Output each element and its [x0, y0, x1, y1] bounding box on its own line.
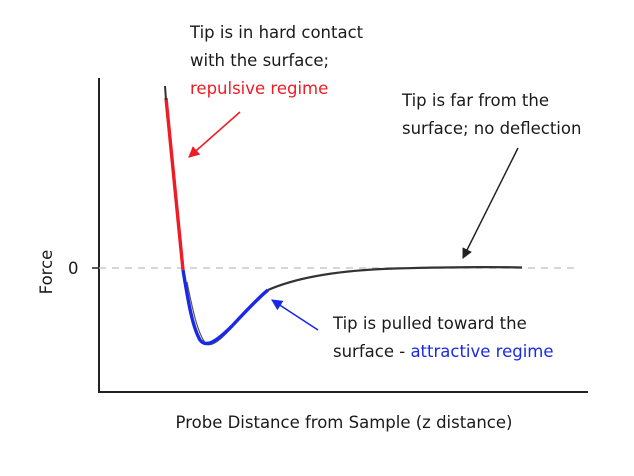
curve-far-field: [267, 266, 523, 292]
attractive-annotation-line2: surface - attractive regime: [333, 342, 554, 361]
attractive-arrow: [271, 299, 319, 331]
far-annotation-line2: surface; no deflection: [402, 119, 581, 138]
y-axis-label: Force: [37, 250, 56, 295]
repulsive-annotation-line1: Tip is in hard contact: [189, 23, 364, 42]
x-axis-label: Probe Distance from Sample (z distance): [176, 413, 513, 432]
curve-repulsive: [164, 97, 185, 271]
attractive-annotation-highlight: attractive regime: [410, 342, 553, 361]
far-field-arrow: [462, 147, 519, 259]
curve-repulsive-tip: [164, 85, 167, 101]
repulsive-arrow: [188, 111, 241, 158]
zero-tick-label: 0: [68, 259, 79, 278]
far-annotation-line1: Tip is far from the: [401, 91, 549, 110]
repulsive-annotation-line3: repulsive regime: [190, 79, 328, 98]
attractive-annotation-line1: Tip is pulled toward the: [332, 314, 527, 333]
repulsive-annotation-line2: with the surface;: [190, 51, 329, 70]
curve-attractive: [181, 269, 270, 346]
attractive-annotation-prefix: surface -: [333, 342, 410, 361]
